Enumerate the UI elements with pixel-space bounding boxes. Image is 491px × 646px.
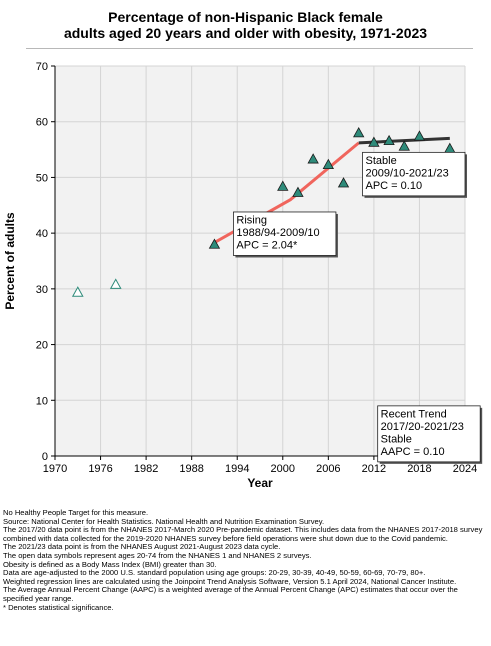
chart-title-line-1: Percentage of non-Hispanic Black female — [108, 9, 383, 25]
x-axis-label: Year — [247, 476, 273, 490]
annotation-text: Rising — [236, 214, 267, 226]
annotation-text: Stable — [366, 155, 397, 167]
footnote: The 2021/23 data point is from the NHANE… — [3, 542, 281, 552]
footnote: Source: National Center for Health Stati… — [3, 516, 325, 526]
x-tick-label: 2000 — [271, 463, 295, 475]
y-tick-label: 0 — [42, 451, 48, 463]
annotation-text: APC = 0.10 — [366, 180, 423, 192]
chart-title: Percentage of non-Hispanic Black female … — [0, 9, 491, 41]
footnotes: No Healthy People Target for this measur… — [3, 508, 489, 612]
y-tick-label: 20 — [36, 340, 48, 352]
footnote: The open data symbols represent ages 20-… — [3, 550, 312, 560]
annotation-text: 2009/10-2021/23 — [366, 167, 449, 179]
data-point — [337, 177, 350, 188]
x-tick-label: 2024 — [453, 463, 477, 475]
y-axis-label: Percent of adults — [3, 212, 17, 310]
annotation-background — [233, 211, 337, 256]
x-tick-label: 1970 — [43, 463, 67, 475]
x-tick-label: 1982 — [134, 463, 158, 475]
footnote: Weighted regression lines are calculated… — [3, 576, 457, 586]
open-data-point — [71, 286, 84, 297]
annotation-text: AAPC = 0.10 — [381, 446, 445, 458]
y-tick-label: 40 — [36, 228, 48, 240]
data-point — [368, 136, 380, 147]
footnote: No Healthy People Target for this measur… — [3, 508, 149, 517]
annotation-text: Stable — [381, 433, 412, 445]
y-tick-label: 70 — [36, 61, 48, 73]
data-point — [322, 158, 335, 170]
chart-title-line-2: adults aged 20 years and older with obes… — [63, 25, 428, 41]
annotation-background — [362, 151, 466, 197]
annotation-text: APC = 2.04* — [236, 239, 298, 251]
footnote: Data are age-adjusted to the 2000 U.S. s… — [3, 568, 426, 578]
x-tick-label: 2012 — [362, 463, 386, 475]
data-point — [398, 140, 410, 151]
data-point — [208, 238, 221, 249]
annotation-background — [377, 405, 481, 463]
annotation-text: 2017/20-2021/23 — [381, 421, 464, 433]
footnote: The 2017/20 data point is from the NHANE… — [3, 525, 483, 543]
open-data-point — [109, 278, 122, 289]
y-tick-label: 30 — [36, 284, 48, 296]
data-point — [277, 180, 289, 191]
data-point — [353, 127, 365, 138]
x-tick-label: 1988 — [179, 463, 203, 475]
annotation-text: Recent Trend — [381, 408, 447, 420]
title-divider — [26, 48, 473, 49]
x-tick-label: 1976 — [88, 463, 112, 475]
footnote: Obesity is defined as a Body Mass Index … — [3, 559, 217, 569]
plot-area — [55, 66, 465, 456]
y-tick-label: 60 — [36, 117, 48, 129]
obesity-trend-chart: 0 10 20 30 40 50 60 70 1970 1976 1982 1988 1994 2000 2… — [3, 61, 483, 490]
data-point — [383, 134, 395, 146]
y-tick-label: 50 — [36, 172, 48, 184]
data-point — [292, 186, 304, 197]
data-point — [413, 130, 426, 141]
x-tick-label: 2018 — [407, 463, 431, 475]
y-tick-label: 10 — [36, 395, 48, 407]
footnote: * Denotes statistical significance. — [3, 602, 114, 612]
x-tick-label: 1994 — [225, 463, 249, 475]
x-tick-label: 2006 — [316, 463, 340, 475]
annotation-text: 1988/94-2009/10 — [236, 227, 319, 239]
footnote: The Average Annual Percent Change (AAPC)… — [3, 585, 458, 603]
data-point — [307, 153, 319, 164]
